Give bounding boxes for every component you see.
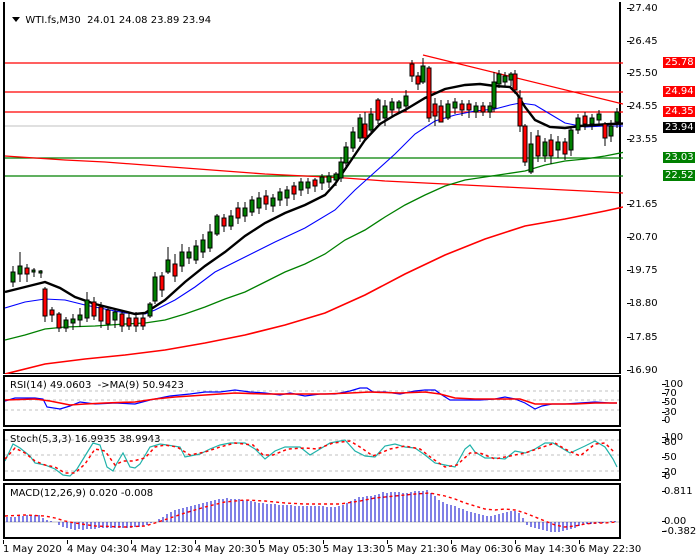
price-label-resistance: 24.94 bbox=[663, 86, 695, 97]
macd-canvas bbox=[5, 490, 619, 532]
symbol-label: WTI.fs,M30 bbox=[25, 15, 81, 26]
macd-title: MACD(12,26,9) 0.020 -0.008 bbox=[10, 488, 154, 499]
rsi-tick: 50 bbox=[662, 397, 677, 408]
rsi-axis: 100 70 50 30 0 bbox=[622, 375, 700, 427]
ma-mid-line bbox=[5, 102, 623, 315]
rsi-title: RSI(14) 49.0603 ->MA(9) 50.9423 bbox=[10, 380, 184, 391]
stoch-tick: 50 bbox=[662, 452, 677, 463]
price-tick: 21.65 bbox=[627, 199, 658, 210]
price-label-support: 23.03 bbox=[663, 152, 695, 163]
time-axis: 1 May 2020 4 May 04:30 4 May 12:30 4 May… bbox=[0, 540, 700, 560]
time-tick: 4 May 20:30 bbox=[195, 540, 258, 555]
ma-long-line bbox=[5, 206, 623, 374]
price-label-resistance: 25.78 bbox=[663, 57, 695, 68]
stoch-axis: 100 80 50 20 0 bbox=[622, 429, 700, 482]
ma-fast-line bbox=[5, 82, 623, 316]
price-tick: 19.75 bbox=[627, 265, 658, 276]
rsi-tick: 30 bbox=[662, 407, 677, 418]
descending-trendline bbox=[422, 54, 623, 105]
time-tick: 5 May 13:30 bbox=[323, 540, 386, 555]
time-tick: 5 May 05:30 bbox=[259, 540, 322, 555]
price-axis: 27.40 26.45 25.50 24.55 23.55 21.65 20.7… bbox=[622, 2, 700, 376]
long-trendline bbox=[5, 155, 623, 194]
price-label-support: 22.52 bbox=[663, 170, 695, 181]
time-tick: 6 May 22:30 bbox=[579, 540, 642, 555]
price-tick: 18.80 bbox=[627, 298, 658, 309]
rsi-canvas bbox=[5, 387, 619, 411]
price-tick: 17.85 bbox=[627, 332, 658, 343]
macd-tick: 0.811 bbox=[662, 486, 693, 497]
stoch-tick: 20 bbox=[662, 467, 677, 478]
price-tick: 23.55 bbox=[627, 134, 658, 145]
price-label-resistance: 24.35 bbox=[663, 106, 695, 117]
rsi-tick: 70 bbox=[662, 388, 677, 399]
time-tick: 4 May 12:30 bbox=[131, 540, 194, 555]
price-tick: 20.70 bbox=[627, 232, 658, 243]
macd-tick: -0.382 bbox=[661, 526, 697, 537]
macd-axis: 0.811 0.00 -0.382 bbox=[622, 483, 700, 539]
rsi-tick: 100 bbox=[661, 379, 684, 390]
ohlc-values: 24.01 24.08 23.89 23.94 bbox=[87, 15, 212, 26]
macd-histogram bbox=[6, 490, 616, 532]
price-tick: 25.50 bbox=[627, 68, 658, 79]
price-label-current: 23.94 bbox=[663, 122, 695, 133]
stochastic-panel[interactable]: Stoch(5,3,3) 16.9935 38.9943 bbox=[3, 429, 621, 481]
candlesticks bbox=[10, 58, 620, 332]
stoch-tick: 0 bbox=[661, 471, 671, 482]
price-tick: 27.40 bbox=[627, 3, 658, 14]
rsi-tick: 0 bbox=[661, 415, 671, 426]
macd-signal-line bbox=[5, 492, 618, 528]
time-tick: 6 May 14:30 bbox=[515, 540, 578, 555]
price-chart-canvas bbox=[5, 54, 623, 374]
rsi-ma-line bbox=[5, 391, 617, 406]
stoch-canvas bbox=[5, 439, 619, 477]
time-tick: 4 May 04:30 bbox=[67, 540, 130, 555]
triangle-down-icon[interactable] bbox=[12, 17, 21, 22]
stoch-signal-line bbox=[5, 440, 616, 474]
stoch-tick: 100 bbox=[661, 432, 684, 443]
macd-panel[interactable]: MACD(12,26,9) 0.020 -0.008 bbox=[3, 483, 621, 539]
price-tick: 26.45 bbox=[627, 36, 658, 47]
time-tick: 6 May 06:30 bbox=[451, 540, 514, 555]
price-tick: 24.55 bbox=[627, 101, 658, 112]
stoch-main-line bbox=[5, 439, 618, 477]
chart-title: WTI.fs,M30 24.01 24.08 23.89 23.94 bbox=[6, 4, 211, 26]
time-tick: 5 May 21:30 bbox=[387, 540, 450, 555]
price-tick: 16.90 bbox=[627, 365, 658, 376]
ma-slow-line bbox=[5, 151, 623, 341]
time-tick: 1 May 2020 bbox=[3, 540, 62, 555]
macd-tick: 0.00 bbox=[661, 516, 687, 527]
stoch-tick: 80 bbox=[662, 437, 677, 448]
price-chart-panel[interactable] bbox=[3, 2, 623, 374]
rsi-panel[interactable]: RSI(14) 49.0603 ->MA(9) 50.9423 bbox=[3, 375, 621, 427]
